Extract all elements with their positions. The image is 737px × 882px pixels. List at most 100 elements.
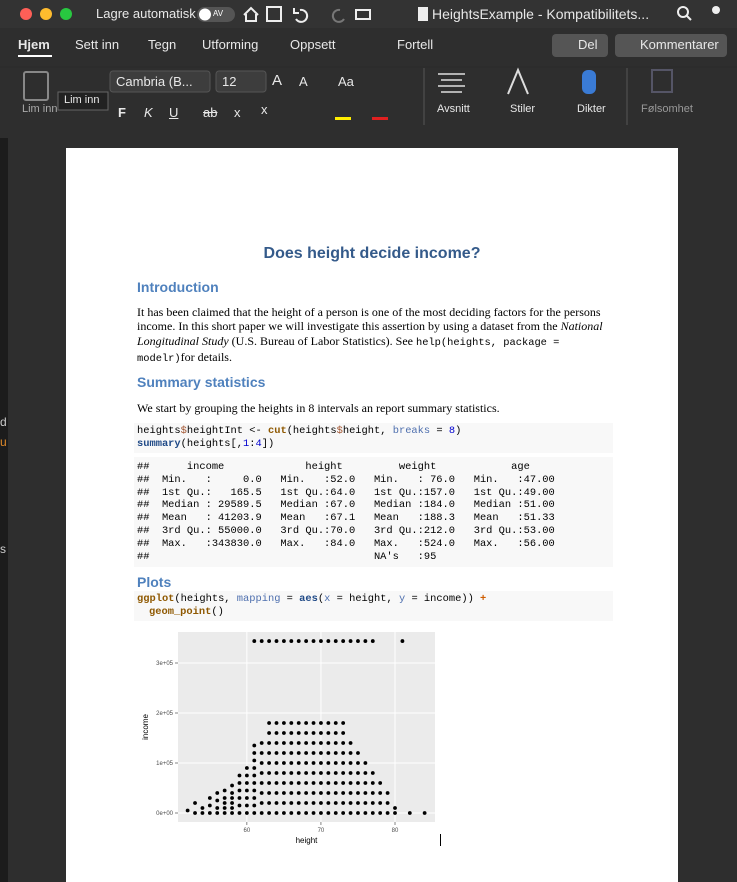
group-label[interactable]: Avsnitt: [437, 103, 470, 115]
minimize[interactable]: [40, 8, 52, 20]
dictate-icon[interactable]: [582, 70, 596, 94]
point: [244, 811, 249, 815]
point: [341, 801, 346, 805]
share-label[interactable]: Del: [578, 37, 598, 52]
point: [348, 791, 353, 795]
font-box[interactable]: [109, 70, 211, 93]
code: ]): [261, 438, 275, 450]
point: [378, 781, 383, 785]
share-button[interactable]: [552, 34, 608, 57]
point: [282, 741, 286, 745]
code: (heights,: [174, 593, 237, 605]
point: [370, 791, 375, 795]
point: [319, 781, 323, 785]
grow-font[interactable]: A: [272, 72, 283, 89]
point: [267, 761, 271, 765]
text: It has been claimed that the height of a…: [137, 305, 601, 334]
point: [385, 811, 390, 815]
point: [319, 761, 323, 765]
code: 4: [255, 438, 262, 450]
point: [333, 761, 338, 765]
zoom[interactable]: [60, 8, 72, 20]
point: [378, 811, 383, 815]
code: (): [211, 606, 224, 618]
tab[interactable]: Tegn: [148, 37, 177, 52]
point: [222, 806, 227, 810]
document-title: HeightsExample - Kompatibilitets...: [432, 6, 650, 22]
tell-me[interactable]: Fortell: [397, 37, 434, 52]
code: (: [317, 593, 325, 605]
undo-icon[interactable]: [293, 8, 309, 23]
point: [267, 639, 271, 643]
point: [333, 639, 338, 643]
point: [304, 781, 309, 785]
output-block: ## income height weight age ## Min. : 0.0…: [134, 457, 613, 568]
point: [333, 801, 338, 805]
autosave-label: Lagre automatisk: [96, 6, 196, 21]
underline[interactable]: U: [169, 105, 179, 120]
home-icon[interactable]: [243, 6, 259, 22]
code: =: [280, 593, 300, 605]
code: ): [455, 425, 462, 437]
bold[interactable]: F: [118, 105, 126, 120]
point: [341, 791, 346, 795]
tab[interactable]: Hjem: [18, 37, 50, 52]
tab[interactable]: Sett inn: [75, 37, 120, 52]
code: 8: [448, 425, 456, 437]
strikethrough[interactable]: ab: [203, 105, 218, 120]
font-name[interactable]: Cambria (B...: [116, 74, 193, 89]
point: [252, 773, 257, 778]
search-icon[interactable]: [677, 6, 689, 18]
point: [267, 721, 271, 725]
tab[interactable]: Utforming: [202, 37, 259, 52]
shrink-font[interactable]: A: [299, 74, 308, 89]
group-label[interactable]: Stiler: [510, 103, 536, 115]
point: [311, 731, 316, 735]
y-axis-label: income: [141, 714, 150, 740]
styles-icon[interactable]: [507, 67, 529, 95]
point: [282, 771, 286, 775]
superscript[interactable]: x: [261, 102, 268, 117]
point: [282, 801, 286, 805]
output-line: ## Max. :343830.0 Max. :84.0 Max. :524.0…: [137, 537, 555, 550]
font-size[interactable]: 12: [222, 74, 237, 89]
group-label[interactable]: Dikter: [577, 103, 606, 115]
titlebar: [0, 0, 737, 28]
heading: Plots: [137, 574, 172, 590]
print-icon[interactable]: [355, 9, 371, 20]
change-case[interactable]: Aa: [338, 74, 354, 89]
code: height,: [342, 425, 393, 437]
page: Does height decide income? Introduction …: [66, 148, 678, 882]
paste-label[interactable]: Lim inn: [22, 103, 58, 115]
point: [319, 801, 323, 805]
point: [341, 741, 346, 745]
point: [267, 751, 271, 755]
point: [296, 731, 301, 735]
close[interactable]: [20, 8, 32, 20]
subscript[interactable]: x: [234, 105, 241, 120]
tab[interactable]: Oppsett: [290, 37, 336, 52]
paragraph-icon[interactable]: [438, 73, 465, 93]
italic[interactable]: K: [144, 105, 153, 120]
fragment: u: [0, 435, 7, 449]
point: [282, 781, 286, 785]
save-icon[interactable]: [266, 6, 282, 22]
point: [252, 781, 257, 785]
text: (U.S. Bureau of Labor Statistics). See: [228, 333, 416, 348]
redo-icon: [331, 8, 345, 23]
output-line: ## Min. : 0.0 Min. :52.0 Min. : 76.0 Min…: [137, 473, 555, 486]
point: [326, 761, 331, 765]
point: [311, 801, 316, 805]
size-box[interactable]: [215, 70, 267, 93]
account-icon[interactable]: [712, 6, 720, 14]
code: breaks: [392, 425, 431, 437]
point: [356, 781, 360, 785]
comments-button[interactable]: [615, 34, 727, 57]
point: [311, 751, 316, 755]
paste-icon[interactable]: [23, 71, 49, 101]
point: [296, 741, 301, 745]
comments-label[interactable]: Kommentarer: [640, 37, 719, 52]
point: [326, 791, 331, 795]
point: [296, 811, 301, 815]
toggle-label: AV: [213, 9, 224, 18]
